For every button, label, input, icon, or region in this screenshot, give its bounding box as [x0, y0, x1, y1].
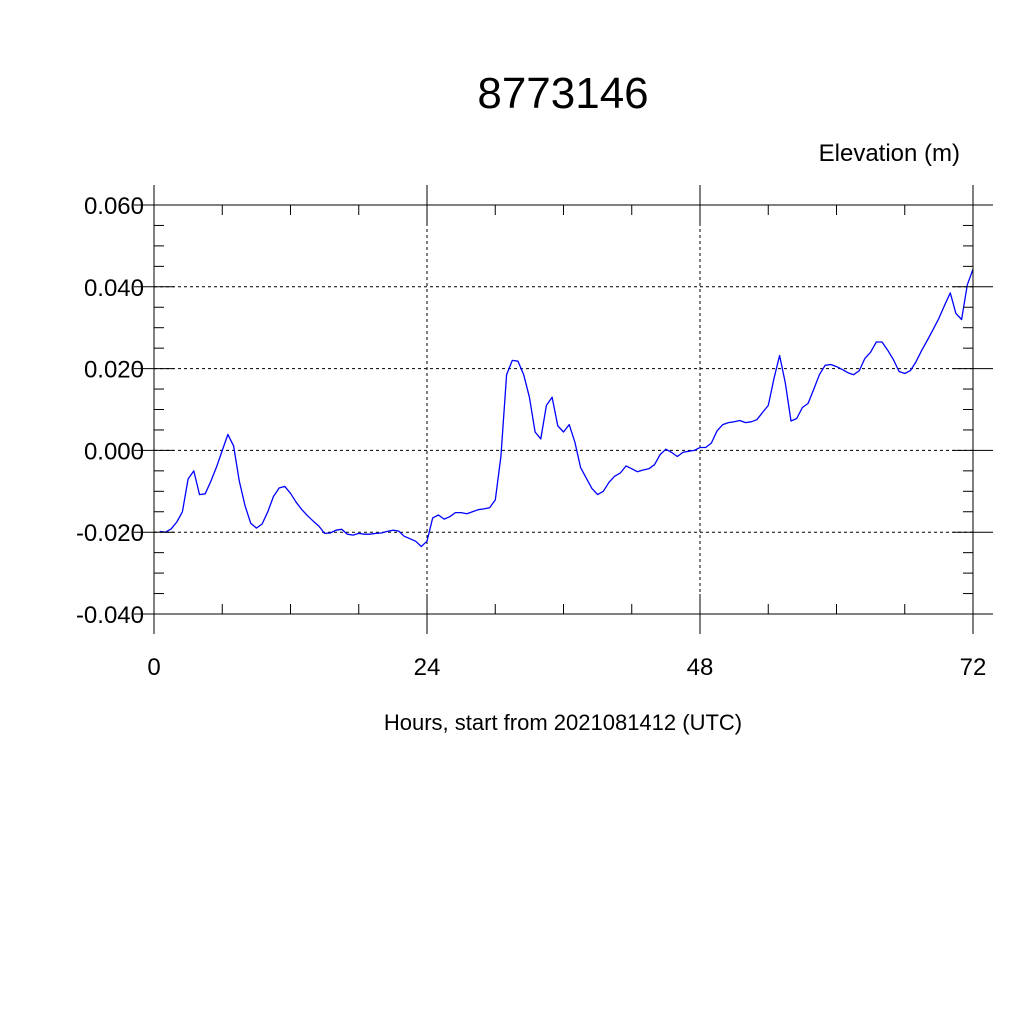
y-tick-label: 0.020 [84, 357, 144, 384]
y-tick-label: 0.040 [84, 275, 144, 302]
y-tick-label: 0.000 [84, 438, 144, 465]
series-layer [159, 268, 974, 548]
y-tick-label: 0.060 [84, 193, 144, 220]
y-tick-label: -0.040 [76, 602, 144, 629]
series-line [159, 268, 974, 548]
plot-frame [153, 204, 974, 615]
x-tick-label: 24 [414, 654, 441, 681]
x-axis-label: Hours, start from 2021081412 (UTC) [384, 710, 742, 735]
chart-title: 8773146 [477, 69, 648, 118]
y-axis-label: Elevation (m) [819, 140, 960, 167]
x-tick-label: 0 [147, 654, 160, 681]
y-tick-label: -0.020 [76, 520, 144, 547]
tick-labels: -0.040 -0.020 0.000 0.020 0.040 0.060 0 24 48 72 [76, 193, 986, 681]
x-tick-label: 72 [960, 654, 987, 681]
x-tick-label: 48 [687, 654, 714, 681]
